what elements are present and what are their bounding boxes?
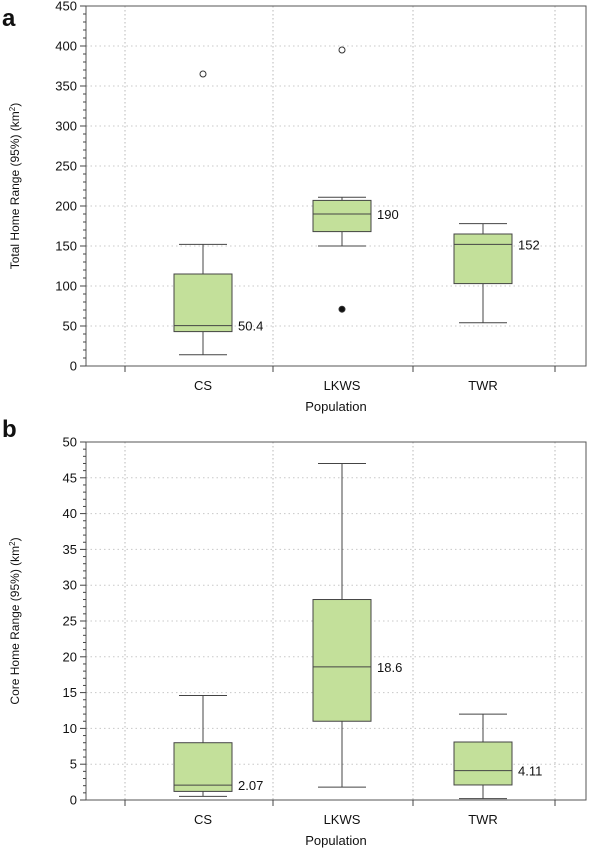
box-twr: 4.11: [453, 713, 542, 800]
median-label: 4.11: [518, 764, 542, 779]
panel-letter: a: [2, 5, 16, 32]
iqr-box: [173, 273, 233, 333]
y-tick-label: 40: [63, 506, 77, 521]
box-cs: 50.4: [173, 70, 263, 356]
y-tick-label: 10: [63, 721, 77, 736]
y-tick-label: 0: [70, 793, 77, 808]
outlier-point-open: [338, 46, 346, 54]
median-label: 152: [518, 237, 540, 252]
x-category-label: TWR: [468, 812, 498, 827]
x-category-label: LKWS: [324, 378, 361, 393]
y-axis-title-superscript: 2: [8, 106, 17, 111]
x-category-label: LKWS: [324, 812, 361, 827]
iqr-box: [453, 741, 513, 786]
iqr-box: [453, 233, 513, 285]
iqr-box: [173, 742, 233, 792]
y-axis-title-end: ): [8, 537, 22, 541]
median-label: 18.6: [377, 660, 402, 675]
y-axis-title: Total Home Range (95%) (km2): [8, 103, 23, 270]
x-category-label: TWR: [468, 378, 498, 393]
iqr-box: [312, 599, 372, 722]
y-tick-label: 5: [70, 757, 77, 772]
y-tick-label: 45: [63, 470, 77, 485]
y-axis-title-main: Core Home Range (95%) (km: [8, 546, 22, 705]
y-axis-title: Core Home Range (95%) (km2): [8, 537, 23, 704]
y-tick-label: 200: [55, 199, 77, 214]
y-tick-label: 0: [70, 359, 77, 374]
median-label: 190: [377, 207, 399, 222]
x-axis-title: Population: [305, 833, 366, 848]
y-tick-label: 20: [63, 649, 77, 664]
y-axis-title-superscript: 2: [8, 541, 17, 546]
y-tick-label: 35: [63, 542, 77, 557]
y-tick-label: 250: [55, 159, 77, 174]
y-tick-label: 450: [55, 0, 77, 14]
x-category-label: CS: [194, 378, 212, 393]
y-axis-title-main: Total Home Range (95%) (km: [8, 111, 22, 269]
y-tick-label: 350: [55, 79, 77, 94]
median-label: 2.07: [238, 778, 263, 793]
y-tick-label: 100: [55, 279, 77, 294]
plot-frame: [85, 5, 587, 367]
y-tick-label: 15: [63, 685, 77, 700]
y-tick-label: 400: [55, 39, 77, 54]
box-lkws: 18.6: [312, 462, 402, 788]
y-tick-label: 150: [55, 239, 77, 254]
box-twr: 152: [453, 223, 540, 324]
chart-panel-a: a 0 50 100 150 200 250 300 350 400 450 CS LKWS TWR Pop…: [2, 0, 587, 414]
y-tick-label: 50: [63, 319, 77, 334]
chart-panel-b: b 0 5 10 15 20 25 30 35 40 45 50 CS LKWS TWR Population…: [2, 416, 587, 848]
y-tick-label: 50: [63, 435, 77, 450]
median-label: 50.4: [238, 319, 263, 334]
y-tick-label: 25: [63, 614, 77, 629]
panel-letter: b: [2, 416, 17, 443]
outlier-point-filled: [338, 305, 346, 313]
iqr-box: [312, 199, 372, 233]
y-tick-label: 300: [55, 119, 77, 134]
box-lkws: 190: [312, 46, 399, 313]
box-cs: 2.07: [173, 694, 263, 797]
x-axis-title: Population: [305, 399, 366, 414]
outlier-point-open: [199, 70, 207, 78]
x-category-label: CS: [194, 812, 212, 827]
y-axis-title-end: ): [8, 103, 22, 107]
y-tick-label: 30: [63, 578, 77, 593]
